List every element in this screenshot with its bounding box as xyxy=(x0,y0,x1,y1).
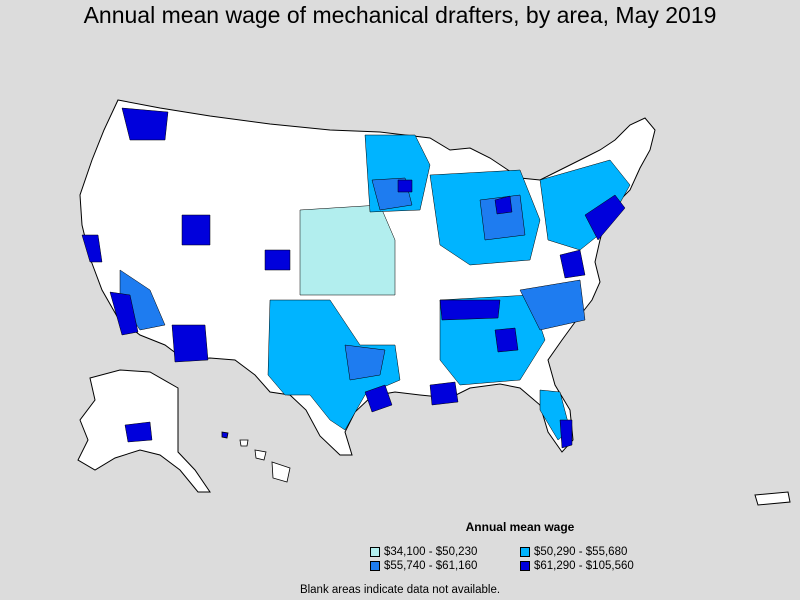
area-phoenix-dark xyxy=(171,324,209,363)
map-title: Annual mean wage of mechanical drafters,… xyxy=(83,2,717,28)
legend-swatch-icon xyxy=(520,561,530,571)
area-houston-dark xyxy=(364,384,393,413)
hawaii-island-4 xyxy=(271,461,291,483)
area-bay-dark xyxy=(81,234,103,263)
legend-swatch-icon xyxy=(520,547,530,557)
alaska-map-icon xyxy=(77,369,211,493)
area-shading xyxy=(81,107,631,449)
area-atlanta-dark xyxy=(494,327,519,353)
area-texas-mid xyxy=(344,344,386,381)
legend-items: $34,100 - $50,230 $50,290 - $55,680 $55,… xyxy=(370,546,670,572)
area-carolina-mid xyxy=(519,279,586,331)
legend-item: $55,740 - $61,160 xyxy=(370,560,520,572)
legend-item: $50,290 - $55,680 xyxy=(520,546,670,558)
footnote: Blank areas indicate data not available. xyxy=(299,584,501,596)
area-gulf-dark xyxy=(429,381,459,406)
hawaii-island-1 xyxy=(221,431,229,439)
puerto-rico-map-icon xyxy=(754,491,791,506)
legend-swatch-icon xyxy=(370,547,380,557)
area-denver-dark xyxy=(264,249,291,271)
legend: Annual mean wage $34,100 - $50,230 $50,2… xyxy=(370,520,670,572)
area-la-dark xyxy=(109,291,139,336)
area-plains-light xyxy=(299,204,396,296)
area-michigan-dark xyxy=(494,195,513,215)
area-dc-dark xyxy=(559,249,586,279)
legend-item: $34,100 - $50,230 xyxy=(370,546,520,558)
legend-label: $55,740 - $61,160 xyxy=(384,560,478,572)
area-seattle-dark xyxy=(121,107,169,141)
area-iowa-dark xyxy=(397,179,413,193)
legend-label: $50,290 - $55,680 xyxy=(534,546,628,558)
legend-swatch-icon xyxy=(370,561,380,571)
legend-item: $61,290 - $105,560 xyxy=(520,560,670,572)
hawaii-map-icon xyxy=(221,431,291,483)
hawaii-island-2 xyxy=(239,439,249,447)
legend-label: $61,290 - $105,560 xyxy=(534,560,634,572)
area-northeast-dark xyxy=(584,194,626,241)
legend-label: $34,100 - $50,230 xyxy=(384,546,478,558)
hawaii-island-3 xyxy=(254,449,267,461)
legend-title: Annual mean wage xyxy=(465,520,575,534)
area-miami-dark xyxy=(559,419,573,449)
area-utah-dark xyxy=(181,214,211,246)
area-tennessee-dark xyxy=(439,299,501,321)
alaska-anchorage-dark xyxy=(124,421,153,443)
area-texas-blue xyxy=(267,299,401,431)
puerto-rico-outline xyxy=(754,491,791,506)
